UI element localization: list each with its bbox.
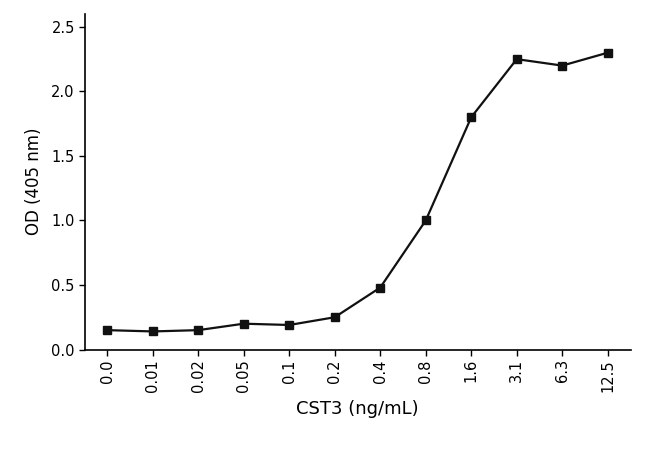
Y-axis label: OD (405 nm): OD (405 nm) [25,128,43,235]
X-axis label: CST3 (ng/mL): CST3 (ng/mL) [296,400,419,418]
